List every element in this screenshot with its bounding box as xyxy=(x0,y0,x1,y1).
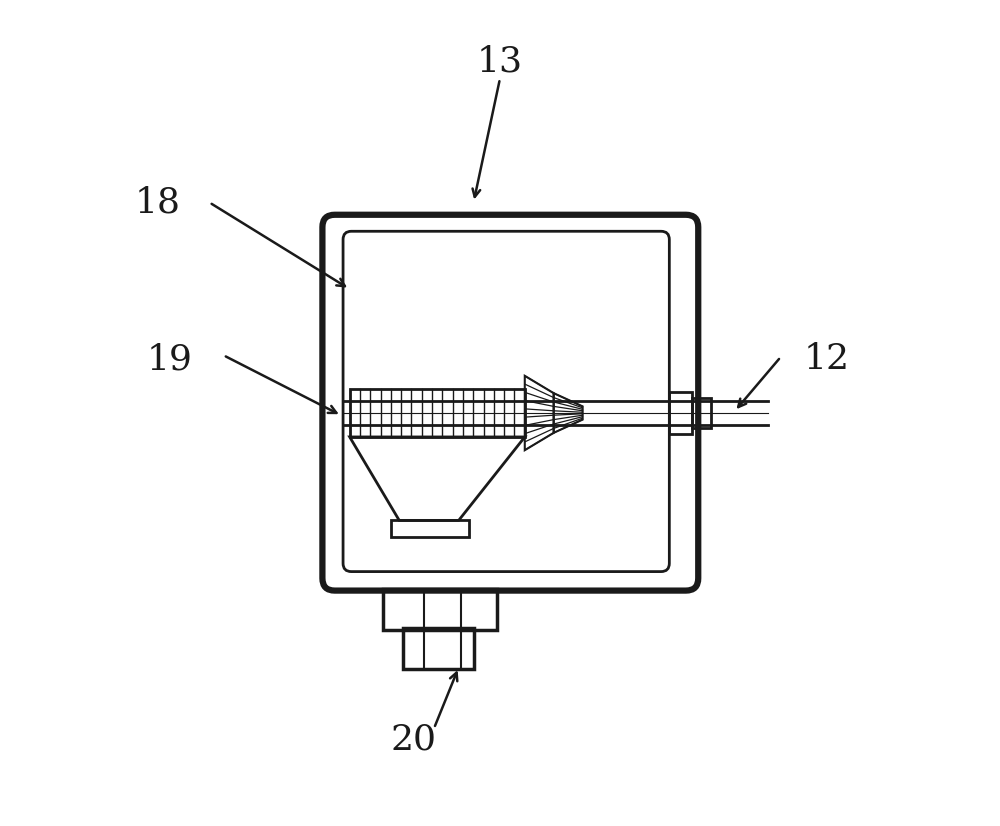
Text: 19: 19 xyxy=(147,342,193,377)
Text: 13: 13 xyxy=(477,45,523,79)
Text: 20: 20 xyxy=(390,722,436,757)
Text: 18: 18 xyxy=(134,185,180,220)
Text: 12: 12 xyxy=(803,342,849,377)
